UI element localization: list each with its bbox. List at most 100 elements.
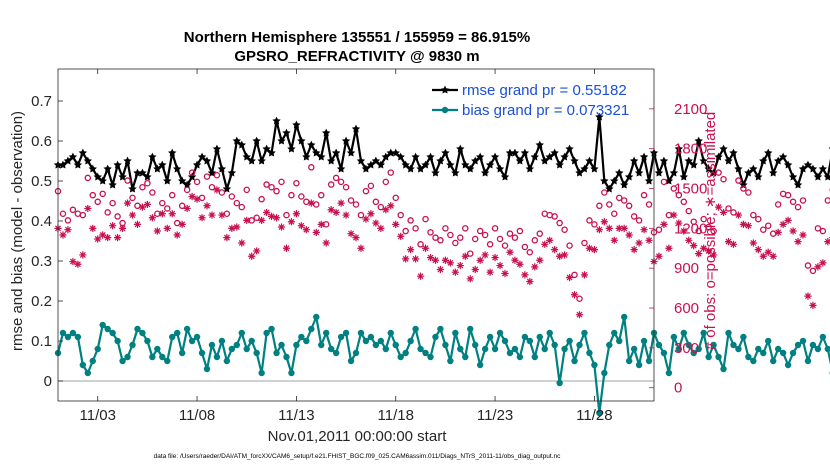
data-point (273, 349, 280, 357)
data-point (248, 337, 255, 345)
data-point (724, 156, 733, 165)
data-point (203, 365, 211, 373)
data-point (596, 202, 603, 210)
data-point (634, 168, 644, 177)
data-point (793, 180, 803, 189)
data-point (323, 329, 330, 337)
data-point (674, 144, 684, 153)
data-point (243, 345, 250, 353)
data-point (655, 252, 663, 260)
data-point (322, 239, 330, 247)
data-point (422, 215, 429, 223)
data-point (193, 178, 201, 186)
data-point (496, 235, 504, 243)
data-point (392, 341, 399, 349)
data-point (233, 341, 240, 349)
data-point (526, 277, 534, 286)
data-point (640, 226, 648, 234)
data-point (496, 329, 504, 337)
data-point (784, 361, 792, 369)
data-point (550, 148, 559, 157)
data-point (402, 255, 410, 263)
data-point (725, 329, 732, 337)
data-point (516, 227, 524, 235)
data-point (471, 235, 479, 243)
data-point (222, 184, 232, 193)
data-point (818, 164, 828, 173)
data-point (670, 185, 678, 192)
y2-tick-label: 600 (674, 300, 699, 317)
data-point (824, 345, 830, 353)
data-point (426, 152, 435, 161)
data-point (809, 341, 817, 349)
data-point (198, 214, 206, 222)
data-point (764, 148, 773, 157)
data-point (94, 198, 101, 206)
y-tick-label: 0.7 (31, 93, 52, 110)
data-point (635, 361, 643, 369)
data-point (665, 369, 673, 377)
data-point (536, 333, 543, 341)
data-point (526, 337, 534, 345)
legend-label: rmse grand pr = 0.55182 (462, 82, 627, 99)
data-point (372, 198, 380, 206)
data-point (536, 230, 544, 237)
data-point (750, 211, 757, 219)
data-point (307, 199, 315, 207)
data-point (575, 168, 584, 177)
data-point (700, 244, 708, 252)
data-point (148, 152, 157, 161)
data-point (530, 152, 539, 161)
data-point (511, 345, 519, 353)
data-point (730, 209, 737, 216)
data-point (446, 259, 454, 267)
data-point (749, 164, 758, 173)
data-point (685, 341, 692, 349)
data-point (437, 237, 444, 244)
data-point (118, 224, 127, 232)
data-point (228, 193, 236, 200)
data-point (655, 341, 663, 349)
y-tick-label: 0 (44, 373, 52, 390)
data-point (98, 176, 107, 185)
data-point (755, 345, 762, 353)
data-point (257, 156, 266, 165)
data-point (159, 353, 166, 361)
data-point (277, 136, 286, 145)
data-point (630, 246, 638, 254)
data-point (362, 337, 370, 345)
data-point (551, 213, 558, 220)
data-point (278, 178, 285, 186)
data-point (555, 160, 564, 169)
data-point (69, 257, 77, 266)
data-point (392, 220, 400, 228)
data-point (308, 325, 315, 333)
data-point (69, 329, 77, 337)
data-point (625, 202, 633, 210)
data-point (317, 220, 325, 228)
data-point (79, 211, 87, 219)
data-point (556, 379, 563, 387)
data-point (720, 365, 727, 373)
data-point (183, 325, 191, 333)
y-tick-label: 0.2 (31, 293, 52, 310)
data-point (660, 220, 668, 228)
data-point (233, 223, 241, 231)
data-point (719, 208, 728, 217)
data-point (367, 182, 375, 190)
data-point (611, 210, 618, 218)
data-point (213, 171, 221, 179)
data-point (288, 369, 295, 377)
data-point (704, 164, 713, 173)
data-point (149, 353, 156, 361)
data-point (401, 160, 410, 169)
data-point (620, 197, 628, 204)
data-point (173, 164, 182, 173)
data-point (759, 252, 767, 260)
data-point (237, 140, 246, 149)
data-point (471, 156, 480, 165)
data-point (486, 333, 494, 341)
data-point (88, 164, 97, 173)
data-point (128, 184, 137, 193)
data-point (397, 232, 405, 240)
